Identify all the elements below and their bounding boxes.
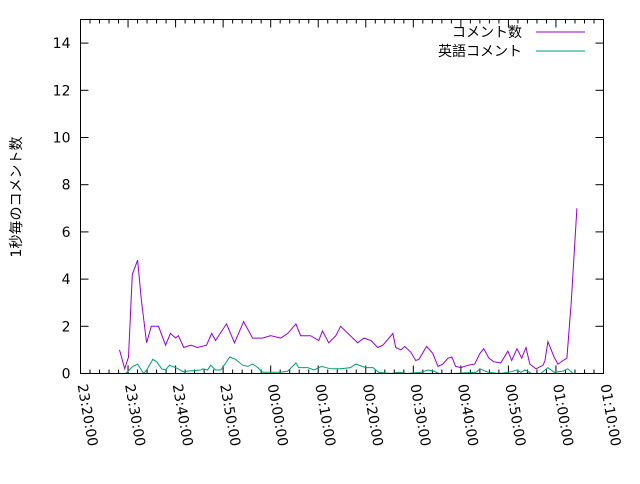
y-tick-label: 14 (53, 36, 71, 52)
x-tick-label: 00:10:00 (311, 383, 338, 448)
y-tick-label: 10 (53, 131, 71, 147)
x-tick-label: 23:40:00 (169, 383, 196, 448)
series-lines (119, 208, 578, 375)
legend-label-0: コメント数 (452, 25, 522, 41)
series-line-1 (125, 356, 574, 375)
x-tick-label: 00:20:00 (359, 383, 386, 448)
y-axis-label: 1秒毎のコメント数 (9, 137, 25, 258)
x-tick-label: 00:00:00 (264, 383, 291, 448)
x-tick-label: 00:40:00 (454, 383, 481, 448)
y-tick-label: 12 (53, 83, 71, 99)
series-line-0 (119, 208, 578, 371)
y-tick-label: 2 (62, 319, 71, 335)
y-tick-label: 8 (62, 178, 71, 194)
x-tick-label: 23:20:00 (74, 383, 101, 448)
legend-label-1: 英語コメント (438, 43, 522, 60)
y-tick-label: 0 (62, 367, 71, 383)
plot-border (80, 19, 604, 374)
axis-ticks: 0 2 4 6 8 10 12 14 23:20:00 23:30:00 23:40:00 23:50… (53, 19, 624, 448)
y-tick-label: 4 (62, 272, 71, 288)
x-tick-label: 00:50:00 (501, 383, 528, 448)
x-tick-label: 23:50:00 (216, 383, 243, 448)
x-tick-label: 23:30:00 (121, 383, 148, 448)
x-tick-label: 01:10:00 (597, 383, 624, 448)
x-tick-label: 01:00:00 (549, 383, 576, 448)
x-tick-label: 00:30:00 (406, 383, 433, 448)
y-tick-label: 6 (62, 225, 71, 241)
